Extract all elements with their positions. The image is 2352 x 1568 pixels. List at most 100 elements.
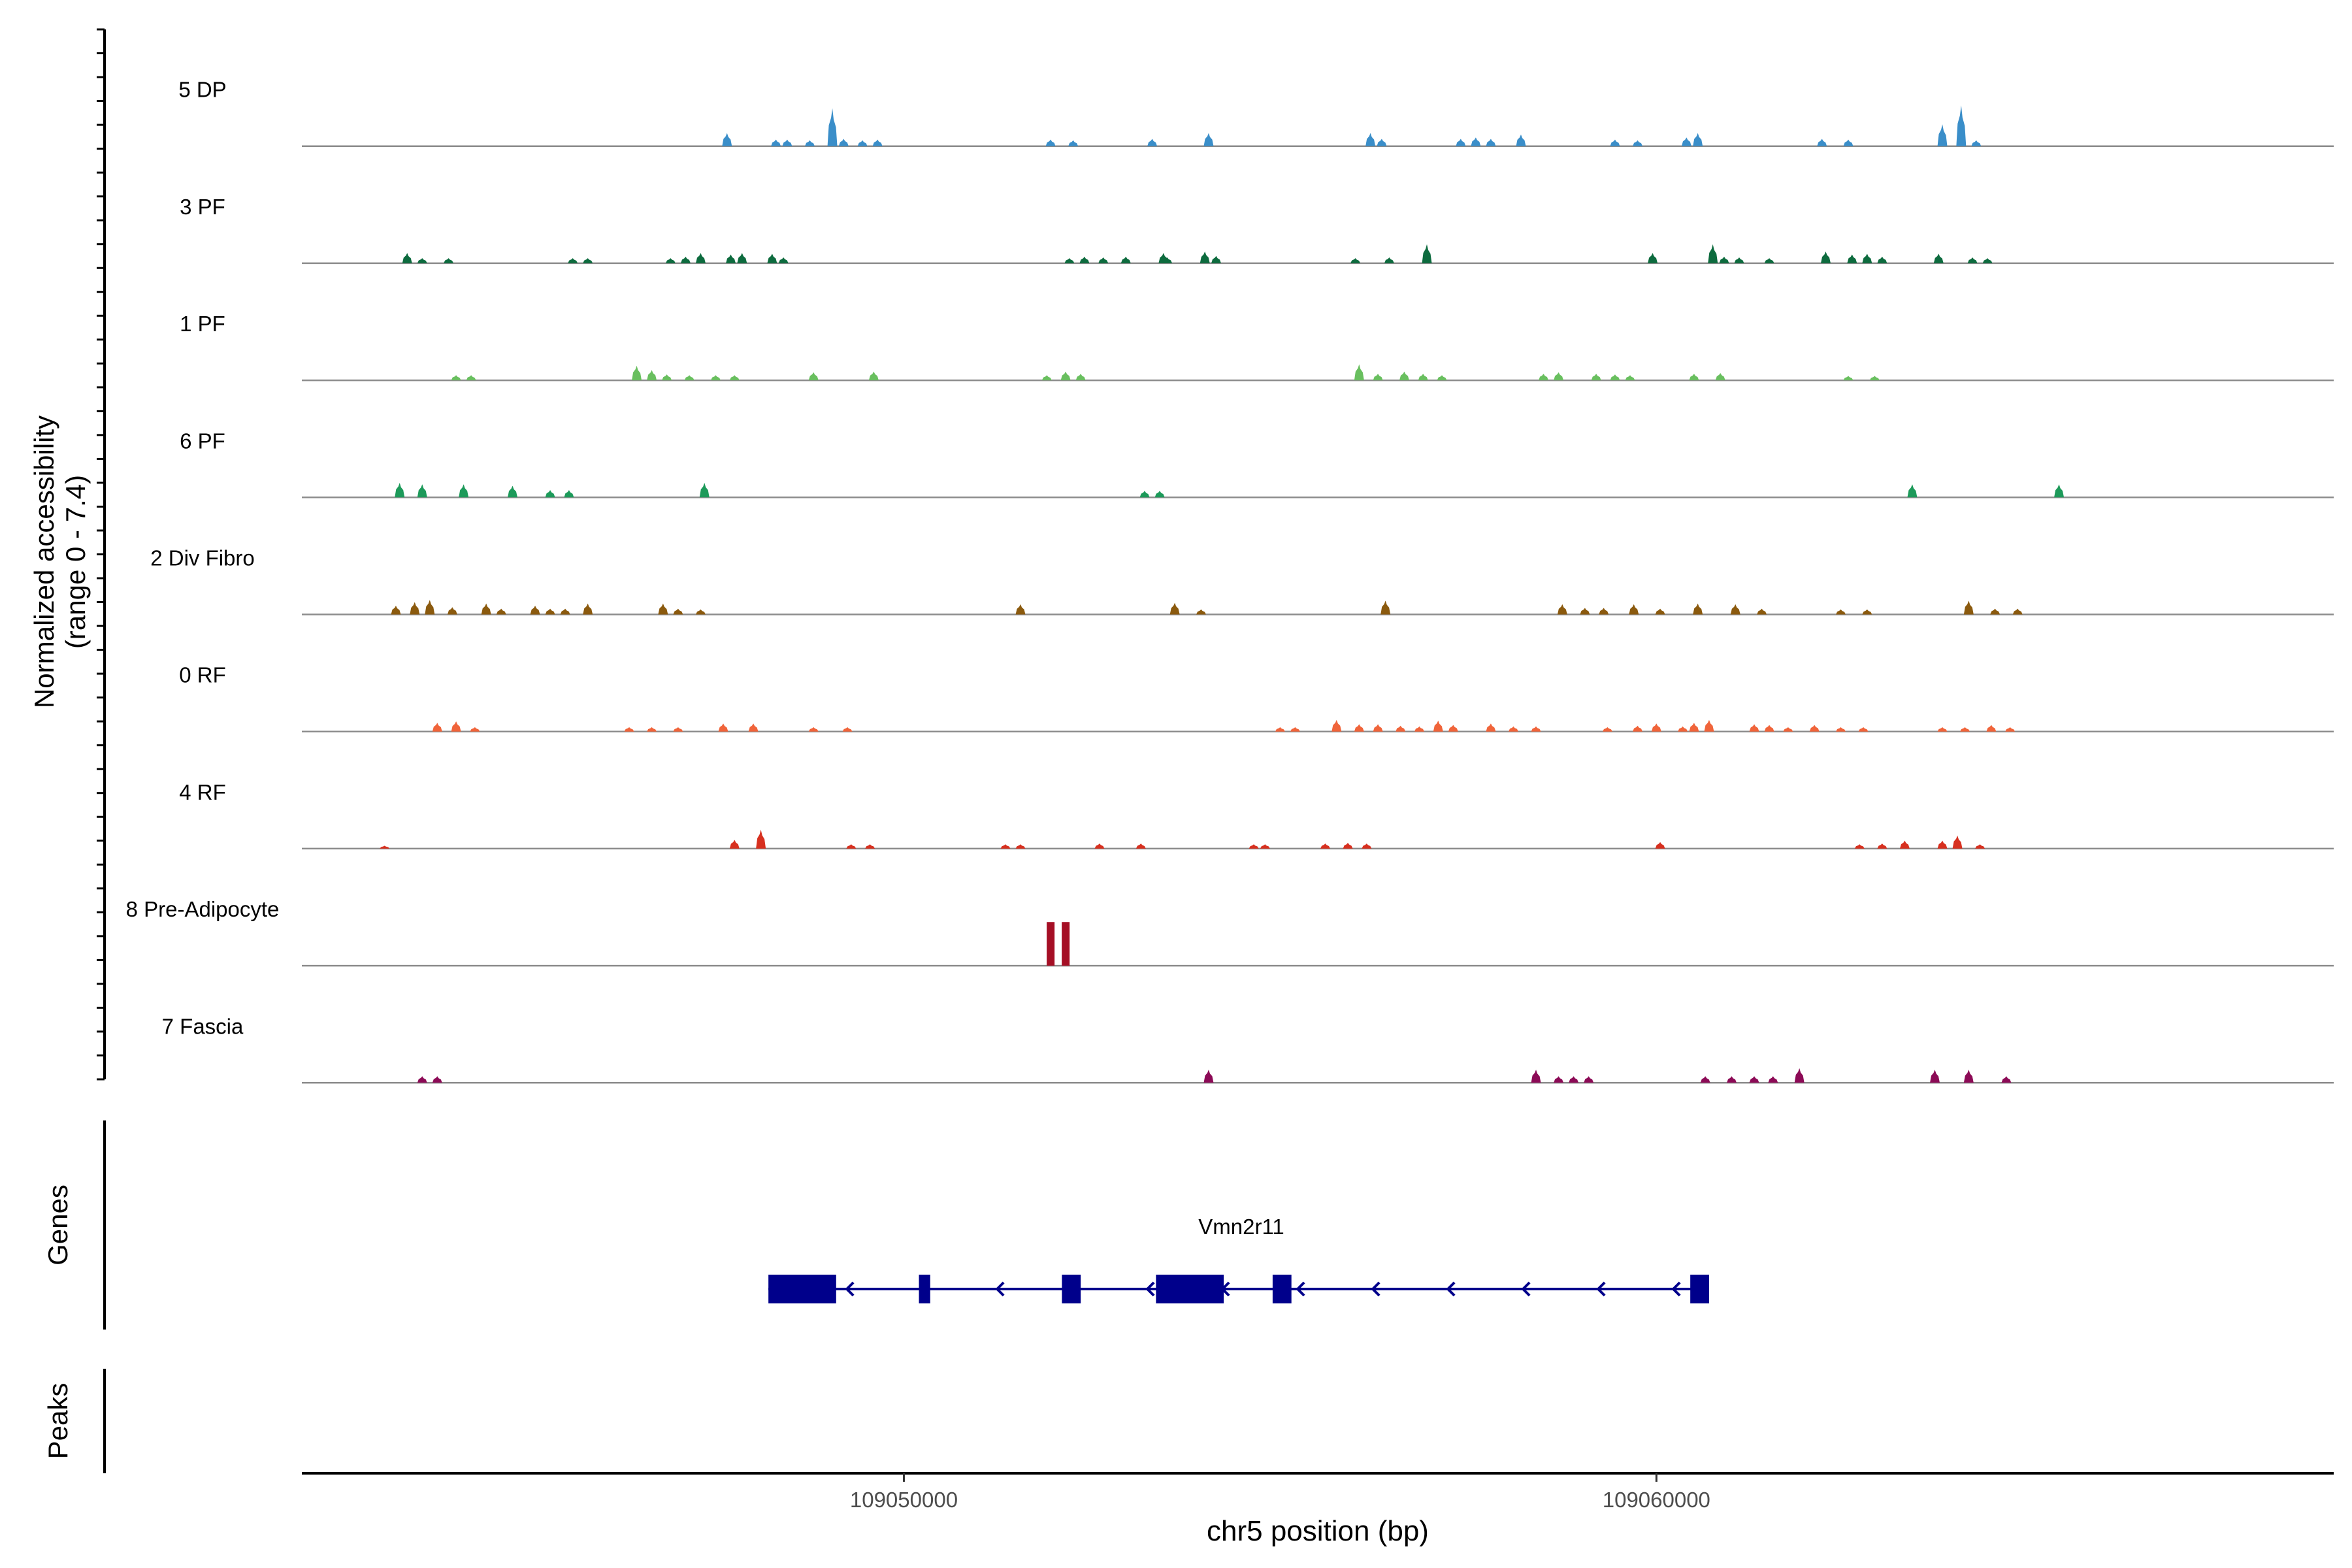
x-tick-label: 109050000 bbox=[850, 1488, 958, 1512]
coverage-peak bbox=[1899, 840, 1910, 849]
coverage-peak bbox=[1433, 720, 1443, 732]
coverage-peak bbox=[868, 371, 879, 381]
coverage-peak bbox=[1648, 253, 1658, 263]
coverage-peak bbox=[1952, 835, 1963, 849]
coverage-peak bbox=[1139, 491, 1150, 498]
coverage-peak bbox=[1960, 727, 1970, 732]
track-label: 3 PF bbox=[180, 195, 225, 219]
coverage-peak bbox=[1437, 375, 1447, 381]
coverage-peak bbox=[1373, 724, 1383, 732]
coverage-peak bbox=[1203, 1070, 1214, 1083]
coverage-peak bbox=[1719, 256, 1729, 263]
coverage-peak bbox=[1414, 726, 1424, 732]
coverage-peak bbox=[1764, 725, 1774, 732]
coverage-peak bbox=[1869, 376, 1880, 381]
coverage-peak bbox=[568, 258, 578, 263]
coverage-peak bbox=[451, 721, 461, 732]
coverage-peak bbox=[391, 606, 401, 615]
coverage-peak bbox=[1963, 1070, 1974, 1083]
coverage-peak bbox=[1956, 105, 1967, 146]
track-label: 0 RF bbox=[179, 663, 226, 687]
coverage-peak bbox=[1655, 841, 1665, 849]
coverage-peak bbox=[1350, 258, 1361, 263]
coverage-peak bbox=[1821, 252, 1831, 263]
coverage-peak bbox=[1120, 256, 1131, 263]
coverage-peak bbox=[1249, 844, 1259, 849]
strand-arrow bbox=[1145, 1281, 1155, 1297]
coverage-peak bbox=[1557, 604, 1567, 615]
coverage-peak bbox=[1362, 843, 1372, 849]
coverage-peak bbox=[1079, 256, 1090, 263]
coverage-peak bbox=[508, 485, 518, 498]
coverage-peak bbox=[1094, 843, 1105, 849]
coverage-peak bbox=[1200, 252, 1210, 263]
coverage-peak bbox=[684, 375, 694, 381]
coverage-peak bbox=[1633, 140, 1643, 146]
coverage-peak bbox=[722, 133, 732, 146]
coverage-peak bbox=[1907, 484, 1918, 498]
coverage-peak bbox=[1937, 727, 1948, 732]
coverage-peak bbox=[1854, 844, 1865, 849]
coverage-peak bbox=[1651, 723, 1661, 732]
coverage-peak bbox=[583, 603, 593, 615]
coverage-peak bbox=[2054, 484, 2065, 498]
coverage-peak bbox=[1843, 139, 1854, 146]
gene-name: Vmn2r11 bbox=[1198, 1215, 1284, 1239]
coverage-peak bbox=[380, 845, 390, 849]
coverage-peak bbox=[1982, 258, 1993, 263]
coverage-peak bbox=[451, 375, 461, 381]
coverage-peak bbox=[1768, 1076, 1778, 1083]
coverage-peak bbox=[496, 608, 506, 615]
coverage-peak bbox=[1158, 253, 1169, 263]
coverage-peak bbox=[1986, 725, 1997, 732]
coverage-peak bbox=[1075, 374, 1086, 381]
coverage-peak bbox=[1877, 256, 1887, 263]
track-0-rf: 0 RF bbox=[179, 663, 2334, 732]
coverage-peak bbox=[1062, 922, 1070, 966]
coverage-peak bbox=[1602, 727, 1612, 732]
x-tick-label: 109060000 bbox=[1603, 1488, 1710, 1512]
coverage-peak bbox=[1610, 374, 1620, 381]
coverage-peak bbox=[827, 108, 838, 146]
coverage-peak bbox=[1708, 244, 1718, 263]
x-axis-title: chr5 position (bp) bbox=[1207, 1515, 1429, 1547]
coverage-peak bbox=[1862, 253, 1872, 263]
x-axis-ticks: 109050000 109060000 bbox=[850, 1473, 1710, 1512]
coverage-peak bbox=[1531, 1070, 1541, 1083]
coverage-peak bbox=[1456, 139, 1466, 146]
gene-exon bbox=[768, 1275, 836, 1303]
coverage-peak bbox=[417, 484, 427, 498]
coverage-peak bbox=[2001, 1076, 2012, 1083]
coverage-peak bbox=[410, 602, 420, 615]
coverage-peak bbox=[726, 254, 736, 263]
y-axis-title: Normalized accessibility bbox=[29, 416, 59, 708]
coverage-peak bbox=[771, 139, 781, 146]
coverage-peak bbox=[778, 257, 789, 263]
coverage-peak bbox=[1689, 723, 1699, 732]
coverage-peak bbox=[481, 603, 491, 615]
coverage-peak bbox=[1320, 843, 1331, 849]
coverage-peak bbox=[1809, 725, 1820, 732]
coverage-peak bbox=[1539, 374, 1549, 381]
coverage-peak bbox=[1290, 727, 1300, 732]
coverage-peak bbox=[545, 608, 555, 615]
coverage-y-axis-ticks bbox=[97, 28, 105, 1081]
strand-arrow bbox=[1371, 1281, 1380, 1297]
coverage-peak bbox=[1817, 139, 1827, 146]
coverage-peak bbox=[432, 723, 442, 732]
coverage-peak bbox=[1365, 133, 1376, 146]
coverage-peak bbox=[1975, 844, 1985, 849]
strand-arrow bbox=[1296, 1281, 1305, 1297]
coverage-peak bbox=[545, 490, 555, 498]
coverage-peak bbox=[1629, 604, 1639, 615]
coverage-peak bbox=[748, 723, 759, 732]
coverage-peak bbox=[1418, 374, 1428, 381]
coverage-peak bbox=[1015, 844, 1026, 849]
coverage-peak bbox=[1727, 1076, 1737, 1083]
track-label: 8 Pre-Adipocyte bbox=[126, 897, 280, 921]
track-label: 6 PF bbox=[180, 429, 225, 453]
coverage-peak bbox=[1396, 725, 1406, 732]
coverage-peak bbox=[1196, 609, 1206, 615]
coverage-peak bbox=[459, 484, 469, 498]
